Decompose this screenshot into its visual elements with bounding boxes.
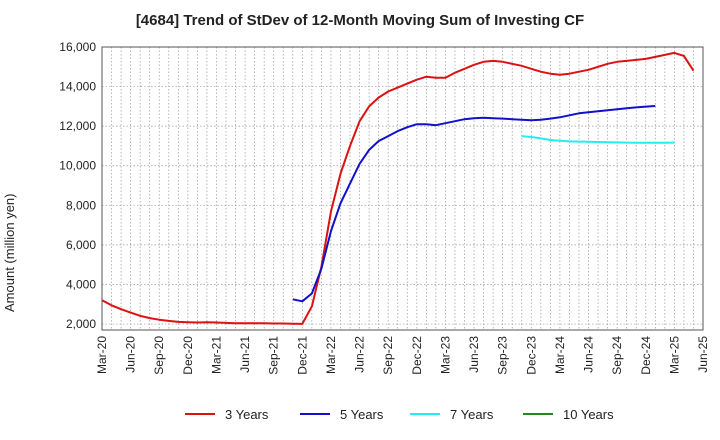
chart-title: [4684] Trend of StDev of 12-Month Moving… xyxy=(135,12,585,29)
grid xyxy=(102,46,703,330)
y-tick-label: 2,000 xyxy=(66,317,96,331)
y-tick-label: 8,000 xyxy=(66,198,96,212)
plot-area xyxy=(102,47,703,330)
x-tick-label: Mar-22 xyxy=(324,336,338,374)
x-tick-label: Dec-21 xyxy=(295,336,309,375)
x-axis-ticks: Mar-20 Jun-20 Sep-20 Dec-20 Mar-21 Jun-21 Sep-… xyxy=(95,336,710,375)
y-tick-label: 14,000 xyxy=(59,80,96,94)
x-tick-label: Jun-21 xyxy=(238,336,252,373)
x-tick-label: Mar-25 xyxy=(667,336,681,374)
x-tick-label: Mar-24 xyxy=(553,336,567,374)
x-tick-label: Mar-23 xyxy=(438,336,452,374)
series-line-3-years xyxy=(101,51,695,325)
x-tick-label: Sep-20 xyxy=(152,336,166,375)
y-axis-ticks: 2,000 4,000 6,000 8,000 10,000 12,000 14,000 16… xyxy=(59,40,96,331)
series-line-7-years xyxy=(521,135,675,144)
x-tick-label: Mar-21 xyxy=(209,336,223,374)
x-tick-label: Dec-24 xyxy=(639,336,653,375)
x-tick-label: Jun-22 xyxy=(353,336,367,373)
y-tick-label: 6,000 xyxy=(66,238,96,252)
legend-label: 10 Years xyxy=(563,407,614,422)
y-tick-label: 12,000 xyxy=(59,119,96,133)
legend-label: 7 Years xyxy=(450,407,494,422)
x-tick-label: Dec-22 xyxy=(410,336,424,375)
series-lines xyxy=(101,51,695,325)
y-tick-label: 4,000 xyxy=(66,277,96,291)
x-tick-label: Jun-20 xyxy=(124,336,138,373)
legend-label: 5 Years xyxy=(340,407,384,422)
x-tick-label: Dec-20 xyxy=(181,336,195,375)
x-tick-label: Sep-23 xyxy=(496,336,510,375)
x-tick-label: Sep-22 xyxy=(381,336,395,375)
plot-frame xyxy=(101,46,704,331)
x-tick-label: Mar-20 xyxy=(95,336,109,374)
x-tick-label: Dec-23 xyxy=(524,336,538,375)
legend-label: 3 Years xyxy=(225,407,269,422)
x-tick-label: Jun-25 xyxy=(696,336,710,373)
x-tick-label: Jun-24 xyxy=(582,336,596,373)
x-tick-label: Sep-21 xyxy=(267,336,281,375)
y-tick-label: 16,000 xyxy=(59,40,96,54)
x-tick-label: Jun-23 xyxy=(467,336,481,373)
series-line-5-years xyxy=(292,105,656,303)
x-tick-label: Sep-24 xyxy=(610,336,624,375)
legend: 3 Years 5 Years 7 Years 10 Years xyxy=(185,407,614,422)
y-tick-label: 10,000 xyxy=(59,159,96,173)
